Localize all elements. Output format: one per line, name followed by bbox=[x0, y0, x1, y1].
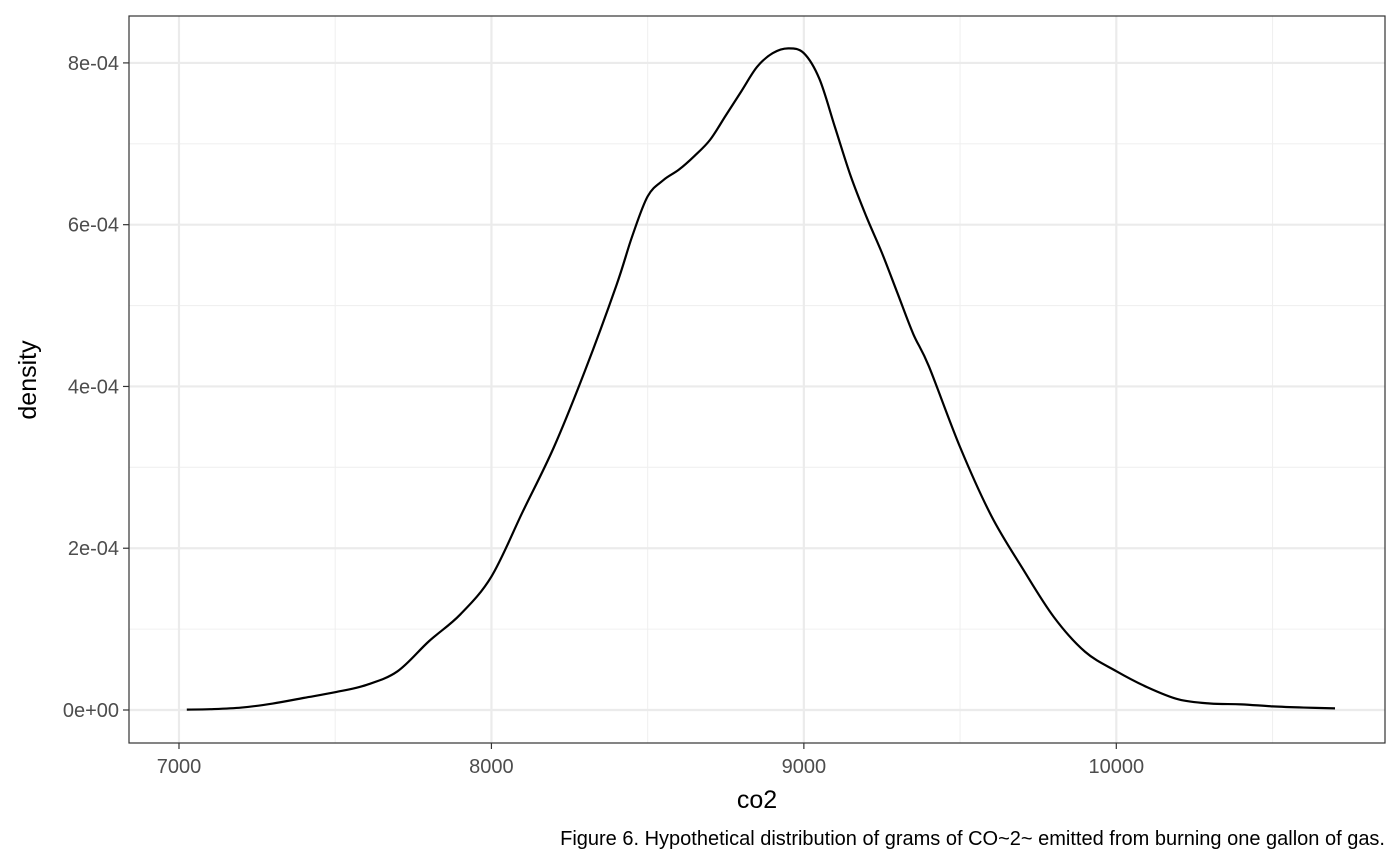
figure-caption: Figure 6. Hypothetical distribution of g… bbox=[560, 828, 1385, 850]
x-tick-label: 10000 bbox=[1088, 756, 1144, 778]
y-tick-label: 4e-04 bbox=[68, 376, 119, 398]
y-tick-label: 6e-04 bbox=[68, 215, 119, 237]
x-axis-title: co2 bbox=[737, 786, 777, 814]
x-tick-label: 8000 bbox=[469, 756, 514, 778]
y-axis: 0e+00 2e-04 4e-04 6e-04 8e-04 bbox=[63, 53, 129, 722]
minor-gridlines bbox=[129, 16, 1385, 743]
y-tick-label: 8e-04 bbox=[68, 53, 119, 75]
x-tick-label: 7000 bbox=[157, 756, 202, 778]
panel-border bbox=[128, 15, 1386, 744]
x-tick-label: 9000 bbox=[782, 756, 827, 778]
y-tick-label: 2e-04 bbox=[68, 538, 119, 560]
density-line bbox=[186, 47, 1336, 711]
x-axis: 7000 8000 9000 10000 bbox=[157, 743, 1144, 778]
y-axis-title: density bbox=[14, 340, 42, 420]
y-tick-label: 0e+00 bbox=[63, 700, 119, 722]
major-gridlines bbox=[129, 16, 1385, 743]
density-series bbox=[186, 47, 1336, 711]
